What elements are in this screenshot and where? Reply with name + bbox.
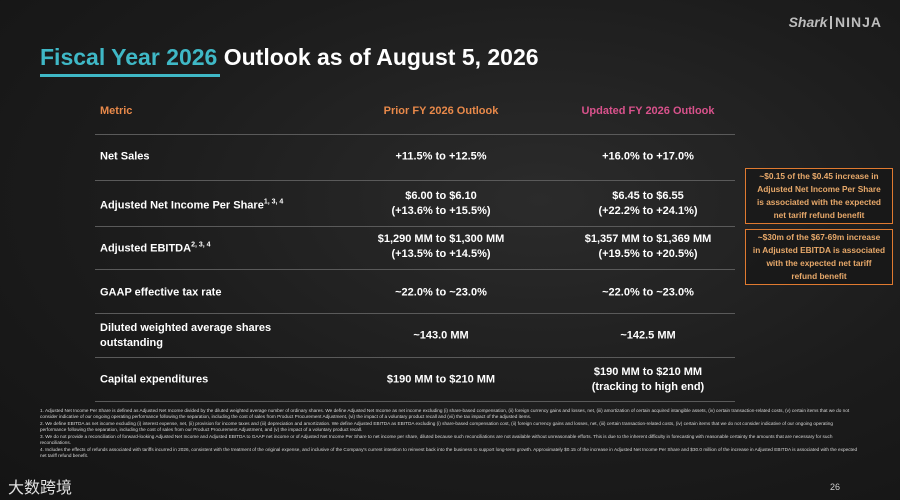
table-header: Updated FY 2026 Outlook	[581, 105, 715, 117]
callout-text: Adjusted Net Income Per Share	[757, 184, 881, 194]
separator	[95, 313, 735, 314]
updated-value: (+22.2% to +24.1%)	[598, 205, 698, 217]
prior-cell: ~143.0 MM	[331, 329, 551, 344]
metric-text: outstanding	[100, 336, 271, 351]
metric-cell: GAAP effective tax rate	[100, 286, 221, 301]
metric-label: Net Sales	[100, 150, 150, 163]
metric-text: Net Sales	[100, 150, 150, 165]
prior-value: (+13.6% to +15.5%)	[391, 205, 491, 217]
title: Fiscal Year 2026 Outlook as of August 5,…	[40, 44, 539, 71]
updated-value: +16.0% to +17.0%	[602, 150, 694, 163]
metric-label: Diluted weighted average shares	[100, 322, 272, 334]
metric-cell: Capital expenditures	[100, 373, 208, 388]
page-number: 26	[829, 482, 840, 492]
prior-cell: ~22.0% to ~23.0%	[331, 286, 551, 301]
updated-value: (tracking to high end)	[591, 381, 705, 393]
metric-label: GAAP effective tax rate	[100, 286, 222, 299]
prior-value: ~22.0% to ~23.0%	[395, 286, 487, 299]
metric-cell: Diluted weighted average shares outstandi…	[100, 321, 271, 351]
callout-text: refund benefit	[791, 271, 847, 281]
footnotes: 1. Adjusted Net Income Per Share is defi…	[40, 408, 860, 460]
callout-text: ~$30m of the $67-69m increase	[757, 232, 881, 242]
table-header: Prior FY 2026 Outlook	[383, 105, 499, 117]
metric-label: Adjusted Net Income Per Share	[100, 199, 264, 212]
metric-cell: Adjusted EBITDA2, 3, 4	[100, 238, 211, 257]
updated-value: $6.45 to $6.55	[612, 190, 684, 202]
footnote: 1. Adjusted Net Income Per Share is defi…	[40, 408, 850, 419]
callout: ~$30m of the $67-69m increase in Adjusted…	[745, 229, 893, 285]
metric-text: Adjusted EBITDA2, 3, 4	[100, 238, 211, 257]
prior-value: $6.00 to $6.10	[405, 190, 477, 202]
callout-text: net tariff refund benefit	[773, 210, 865, 220]
footnote: 4. Includes the effects of refunds assoc…	[40, 447, 858, 458]
updated-value: ~22.0% to ~23.0%	[602, 286, 694, 299]
metric-cell: Net Sales	[100, 150, 150, 165]
updated-cell: ~142.5 MM	[538, 329, 758, 344]
footnote: 3. We do not provide a reconciliation of…	[40, 434, 833, 445]
watermark: 大数跨境	[8, 478, 73, 497]
footnote-ref: 1, 3, 4	[263, 198, 284, 206]
prior-cell: $1,290 MM to $1,300 MM (+13.5% to +14.5%)	[331, 232, 551, 262]
updated-cell: $6.45 to $6.55 (+22.2% to +24.1%)	[538, 189, 758, 219]
metric-text: GAAP effective tax rate	[100, 286, 221, 301]
updated-cell: $190 MM to $210 MM (tracking to high end)	[538, 365, 758, 395]
footnote-ref: 2, 3, 4	[191, 241, 211, 249]
updated-cell: +16.0% to +17.0%	[538, 150, 758, 165]
prior-cell: +11.5% to +12.5%	[331, 150, 551, 165]
separator	[95, 401, 735, 402]
updated-cell: $1,357 MM to $1,369 MM (+19.5% to +20.5%)	[538, 232, 758, 262]
metric-text: Diluted weighted average shares	[100, 321, 271, 336]
updated-value: $1,357 MM to $1,369 MM	[584, 233, 712, 245]
callout-text: with the expected net tariff	[766, 258, 872, 268]
metric-label: Capital expenditures	[100, 373, 209, 386]
prior-value: +11.5% to +12.5%	[395, 150, 487, 163]
separator	[95, 180, 735, 181]
separator	[95, 357, 735, 358]
title-underline	[40, 74, 220, 77]
logo-text: Shark	[788, 14, 828, 30]
callout: ~$0.15 of the $0.45 increase in Adjusted …	[745, 168, 893, 224]
metric-cell: Adjusted Net Income Per Share1, 3, 4	[100, 195, 283, 214]
logo-divider	[830, 16, 832, 29]
updated-value: ~142.5 MM	[620, 329, 676, 342]
callout-text: in Adjusted EBITDA is associated	[752, 245, 886, 255]
updated-cell: ~22.0% to ~23.0%	[538, 286, 758, 301]
footnote: 2. We define EBITDA as net income exclud…	[40, 421, 833, 432]
metric-text: Capital expenditures	[100, 373, 208, 388]
logo-text: NINJA	[834, 14, 882, 30]
updated-value: (+19.5% to +20.5%)	[598, 248, 698, 260]
metric-label: outstanding	[100, 337, 163, 349]
prior-value: $1,290 MM to $1,300 MM	[377, 233, 505, 245]
prior-value: $190 MM to $210 MM	[386, 373, 496, 386]
prior-value: (+13.5% to +14.5%)	[391, 248, 491, 260]
prior-value: ~143.0 MM	[413, 329, 469, 342]
separator	[95, 226, 735, 227]
metric-text: Adjusted Net Income Per Share1, 3, 4	[100, 195, 283, 214]
updated-value: $190 MM to $210 MM	[593, 366, 703, 378]
table-header: Metric	[100, 105, 133, 117]
prior-cell: $6.00 to $6.10 (+13.6% to +15.5%)	[331, 189, 551, 219]
logo: Shark NINJA	[789, 14, 882, 30]
callout-text: ~$0.15 of the $0.45 increase in	[759, 171, 879, 181]
callout-text: is associated with the expected	[756, 197, 882, 207]
prior-cell: $190 MM to $210 MM	[331, 373, 551, 388]
separator	[95, 134, 735, 135]
separator	[95, 269, 735, 270]
title-highlight: Fiscal Year 2026	[40, 44, 218, 70]
metric-label: Adjusted EBITDA	[100, 242, 192, 255]
title-text: Outlook as of August 5, 2026	[223, 44, 539, 70]
